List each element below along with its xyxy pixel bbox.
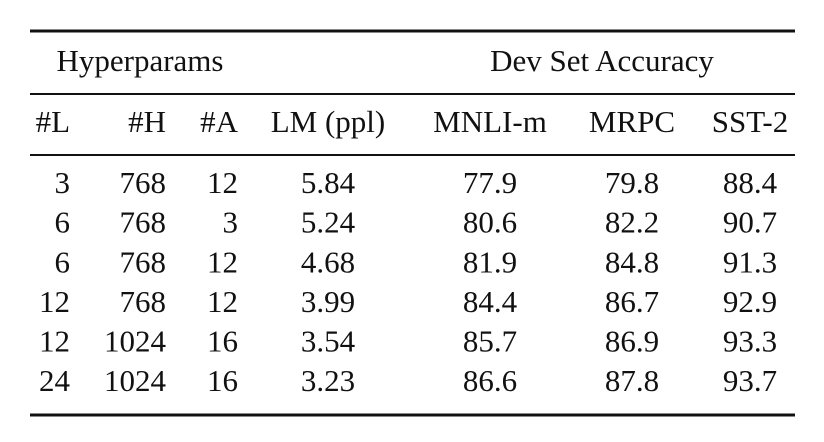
group-header: Dev Set Accuracy [490,43,714,78]
cell: 80.6 [463,205,517,240]
cell: 1024 [104,324,167,359]
cell: 84.8 [605,244,659,279]
cell: 88.4 [723,165,778,200]
cell: 6 [55,244,71,279]
cell: 768 [120,205,167,240]
cell: 82.2 [605,205,659,240]
column-header: #L [36,104,70,139]
cell: 4.68 [301,244,355,279]
cell: 3 [55,165,71,200]
cell: 87.8 [605,363,659,398]
cell: 85.7 [463,324,517,359]
cell: 3.54 [301,324,356,359]
cell: 768 [120,284,167,319]
cell: 79.8 [605,165,659,200]
cell: 77.9 [463,165,517,200]
cell: 3 [223,205,239,240]
cell: 91.3 [723,244,777,279]
cell: 3.99 [301,284,355,319]
cell: 768 [120,165,167,200]
column-header: #H [128,104,166,139]
cell: 86.7 [605,284,659,319]
cell: 24 [39,363,71,398]
cell: 6 [55,205,71,240]
cell: 12 [39,324,70,359]
group-header: Hyperparams [57,43,224,78]
cell: 12 [207,244,238,279]
column-header: LM (ppl) [271,104,386,139]
cell: 92.9 [723,284,777,319]
cell: 16 [207,363,238,398]
cell: 16 [207,324,238,359]
cell: 86.9 [605,324,659,359]
cell: 84.4 [463,284,518,319]
cell: 768 [120,244,167,279]
cell: 3.23 [301,363,355,398]
column-header: #A [200,104,239,139]
cell: 93.7 [723,363,777,398]
cell: 5.24 [301,205,356,240]
cell: 12 [207,165,238,200]
cell: 86.6 [463,363,517,398]
cell: 12 [207,284,238,319]
cell: 12 [39,284,70,319]
cell: 93.3 [723,324,777,359]
cell: 90.7 [723,205,777,240]
column-header: MNLI-m [433,104,547,139]
column-header: SST-2 [712,104,788,139]
column-header: MRPC [589,104,675,139]
cell: 5.84 [301,165,356,200]
cell: 1024 [104,363,167,398]
cell: 81.9 [463,244,517,279]
